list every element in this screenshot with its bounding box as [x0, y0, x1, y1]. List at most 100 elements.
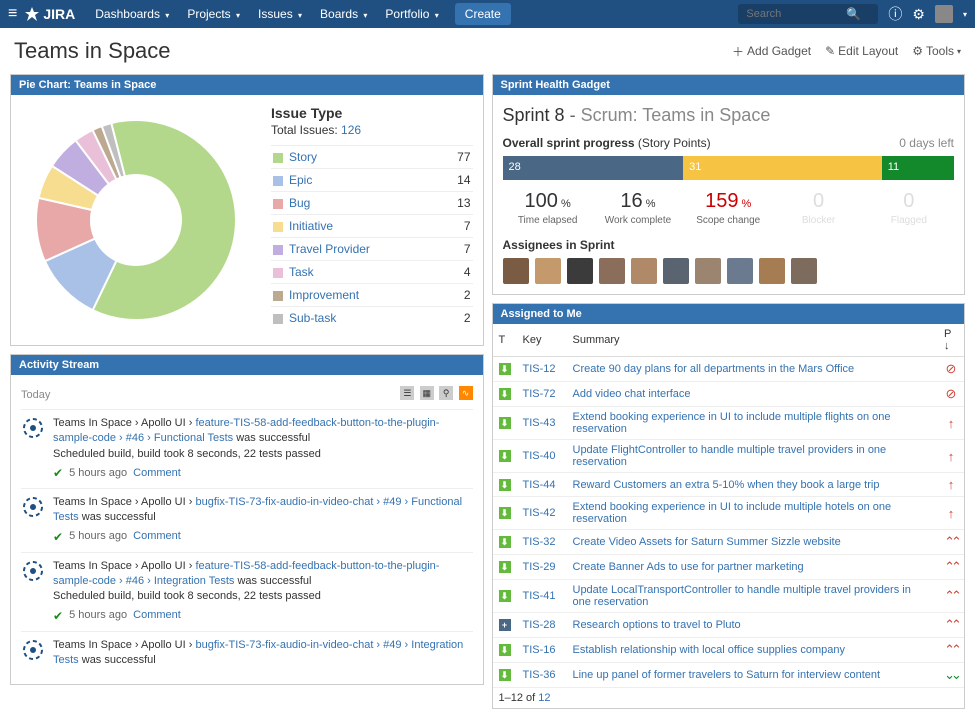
search-box[interactable]: 🔍: [738, 4, 878, 24]
assignee-avatar[interactable]: [695, 258, 721, 284]
assignee-avatar[interactable]: [599, 258, 625, 284]
col-summary[interactable]: Summary: [567, 324, 939, 357]
edit-layout-button[interactable]: ✎Edit Layout: [825, 44, 898, 58]
story-icon: ⬇: [499, 590, 511, 602]
filter-icon[interactable]: ⚲: [439, 386, 453, 400]
issue-summary-link[interactable]: Update LocalTransportController to handl…: [573, 584, 911, 608]
hamburger-icon[interactable]: ≡: [8, 5, 17, 23]
issue-summary-link[interactable]: Create Banner Ads to use for partner mar…: [573, 561, 804, 573]
assignee-avatar[interactable]: [535, 258, 561, 284]
nav-boards[interactable]: Boards ▾: [312, 3, 375, 25]
tools-menu[interactable]: ⚙Tools ▾: [912, 44, 961, 58]
rss-icon[interactable]: ∿: [459, 386, 473, 400]
help-icon[interactable]: ⓘ: [888, 4, 902, 24]
priority-highest-icon: ⌃⌃: [944, 534, 958, 549]
issue-row: ⬇ TIS-32 Create Video Assets for Saturn …: [493, 530, 965, 555]
assignee-avatar[interactable]: [759, 258, 785, 284]
search-icon: 🔍: [846, 7, 861, 21]
issue-summary-link[interactable]: Extend booking experience in UI to inclu…: [573, 411, 891, 435]
nav-dashboards[interactable]: Dashboards ▾: [87, 3, 177, 25]
nav-portfolio[interactable]: Portfolio ▾: [377, 3, 446, 25]
assignee-avatar[interactable]: [727, 258, 753, 284]
issue-summary-link[interactable]: Update FlightController to handle multip…: [573, 444, 887, 468]
nav-projects[interactable]: Projects ▾: [179, 3, 248, 25]
issue-key-link[interactable]: TIS-44: [523, 479, 556, 491]
story-icon: ⬇: [499, 363, 511, 375]
issue-summary-link[interactable]: Establish relationship with local office…: [573, 644, 846, 656]
legend-link[interactable]: Epic: [289, 173, 312, 187]
legend-link[interactable]: Story: [289, 150, 317, 164]
issue-summary-link[interactable]: Line up panel of former travelers to Sat…: [573, 669, 881, 681]
jira-logo[interactable]: JIRA: [25, 6, 75, 22]
assignees-label: Assignees in Sprint: [503, 238, 955, 252]
legend-link[interactable]: Sub-task: [289, 311, 336, 325]
issue-summary-link[interactable]: Research options to travel to Pluto: [573, 619, 741, 631]
assignee-avatar[interactable]: [631, 258, 657, 284]
create-button[interactable]: Create: [455, 3, 511, 25]
issue-key-link[interactable]: TIS-72: [523, 388, 556, 400]
activity-item: Teams In Space › Apollo UI › feature-TIS…: [21, 409, 473, 488]
legend-link[interactable]: Initiative: [289, 219, 333, 233]
view-list-icon[interactable]: ☰: [400, 386, 414, 400]
view-grid-icon[interactable]: ▦: [420, 386, 434, 400]
activity-item: Teams In Space › Apollo UI › bugfix-TIS-…: [21, 488, 473, 552]
issue-key-link[interactable]: TIS-16: [523, 644, 556, 656]
assignee-avatar[interactable]: [503, 258, 529, 284]
assignee-avatar[interactable]: [567, 258, 593, 284]
issue-key-link[interactable]: TIS-43: [523, 417, 556, 429]
issue-summary-link[interactable]: Add video chat interface: [573, 388, 691, 400]
issue-key-link[interactable]: TIS-41: [523, 590, 556, 602]
story-icon: ⬇: [499, 561, 511, 573]
sprint-title: Sprint 8 - Scrum: Teams in Space: [503, 105, 955, 126]
pencil-icon: ✎: [825, 44, 835, 58]
story-icon: ⬇: [499, 669, 511, 681]
col-type[interactable]: T: [493, 324, 517, 357]
gadget-header: Pie Chart: Teams in Space: [11, 75, 483, 95]
pie-heading: Issue Type: [271, 105, 473, 121]
issue-summary-link[interactable]: Reward Customers an extra 5-10% when the…: [573, 479, 880, 491]
comment-link[interactable]: Comment: [133, 529, 181, 544]
nav-issues[interactable]: Issues ▾: [250, 3, 310, 25]
page-title: Teams in Space: [14, 38, 171, 64]
issue-summary-link[interactable]: Create 90 day plans for all departments …: [573, 363, 855, 375]
success-icon: ✔: [53, 608, 63, 625]
issue-key-link[interactable]: TIS-12: [523, 363, 556, 375]
issue-summary-link[interactable]: Create Video Assets for Saturn Summer Si…: [573, 536, 841, 548]
comment-link[interactable]: Comment: [133, 608, 181, 623]
add-gadget-button[interactable]: ＋Add Gadget: [732, 43, 811, 60]
assignee-avatar[interactable]: [791, 258, 817, 284]
issue-summary-link[interactable]: Extend booking experience in UI to inclu…: [573, 501, 892, 525]
issue-key-link[interactable]: TIS-42: [523, 507, 556, 519]
search-input[interactable]: [746, 8, 846, 20]
legend-link[interactable]: Improvement: [289, 288, 359, 302]
legend-row: Initiative7: [271, 215, 473, 238]
col-priority[interactable]: P ↓: [938, 324, 964, 357]
legend-link[interactable]: Travel Provider: [289, 242, 370, 256]
story-icon: ⬇: [499, 417, 511, 429]
success-icon: ✔: [53, 465, 63, 482]
issue-row: ⬇ TIS-44 Reward Customers an extra 5-10%…: [493, 473, 965, 497]
build-icon: [21, 495, 45, 519]
story-icon: ⬇: [499, 388, 511, 400]
issue-row: ⬇ TIS-29 Create Banner Ads to use for pa…: [493, 555, 965, 580]
legend-link[interactable]: Bug: [289, 196, 310, 210]
comment-link[interactable]: Comment: [133, 466, 181, 481]
col-key[interactable]: Key: [517, 324, 567, 357]
user-avatar[interactable]: [935, 5, 953, 23]
gear-icon: ⚙: [912, 44, 923, 58]
story-icon: ⬇: [499, 450, 511, 462]
legend-row: Epic14: [271, 169, 473, 192]
issue-key-link[interactable]: TIS-32: [523, 536, 556, 548]
metric-blocker: 0 Blocker: [773, 190, 863, 226]
new-feature-icon: +: [499, 619, 511, 631]
assignee-avatar[interactable]: [663, 258, 689, 284]
issue-key-link[interactable]: TIS-40: [523, 450, 556, 462]
issue-key-link[interactable]: TIS-28: [523, 619, 556, 631]
legend-link[interactable]: Task: [289, 265, 314, 279]
issue-key-link[interactable]: TIS-36: [523, 669, 556, 681]
issue-key-link[interactable]: TIS-29: [523, 561, 556, 573]
build-icon: [21, 638, 45, 662]
settings-icon[interactable]: ⚙: [912, 6, 925, 23]
top-nav: ≡ JIRA Dashboards ▾Projects ▾Issues ▾Boa…: [0, 0, 975, 28]
user-menu-caret[interactable]: ▾: [963, 10, 967, 19]
